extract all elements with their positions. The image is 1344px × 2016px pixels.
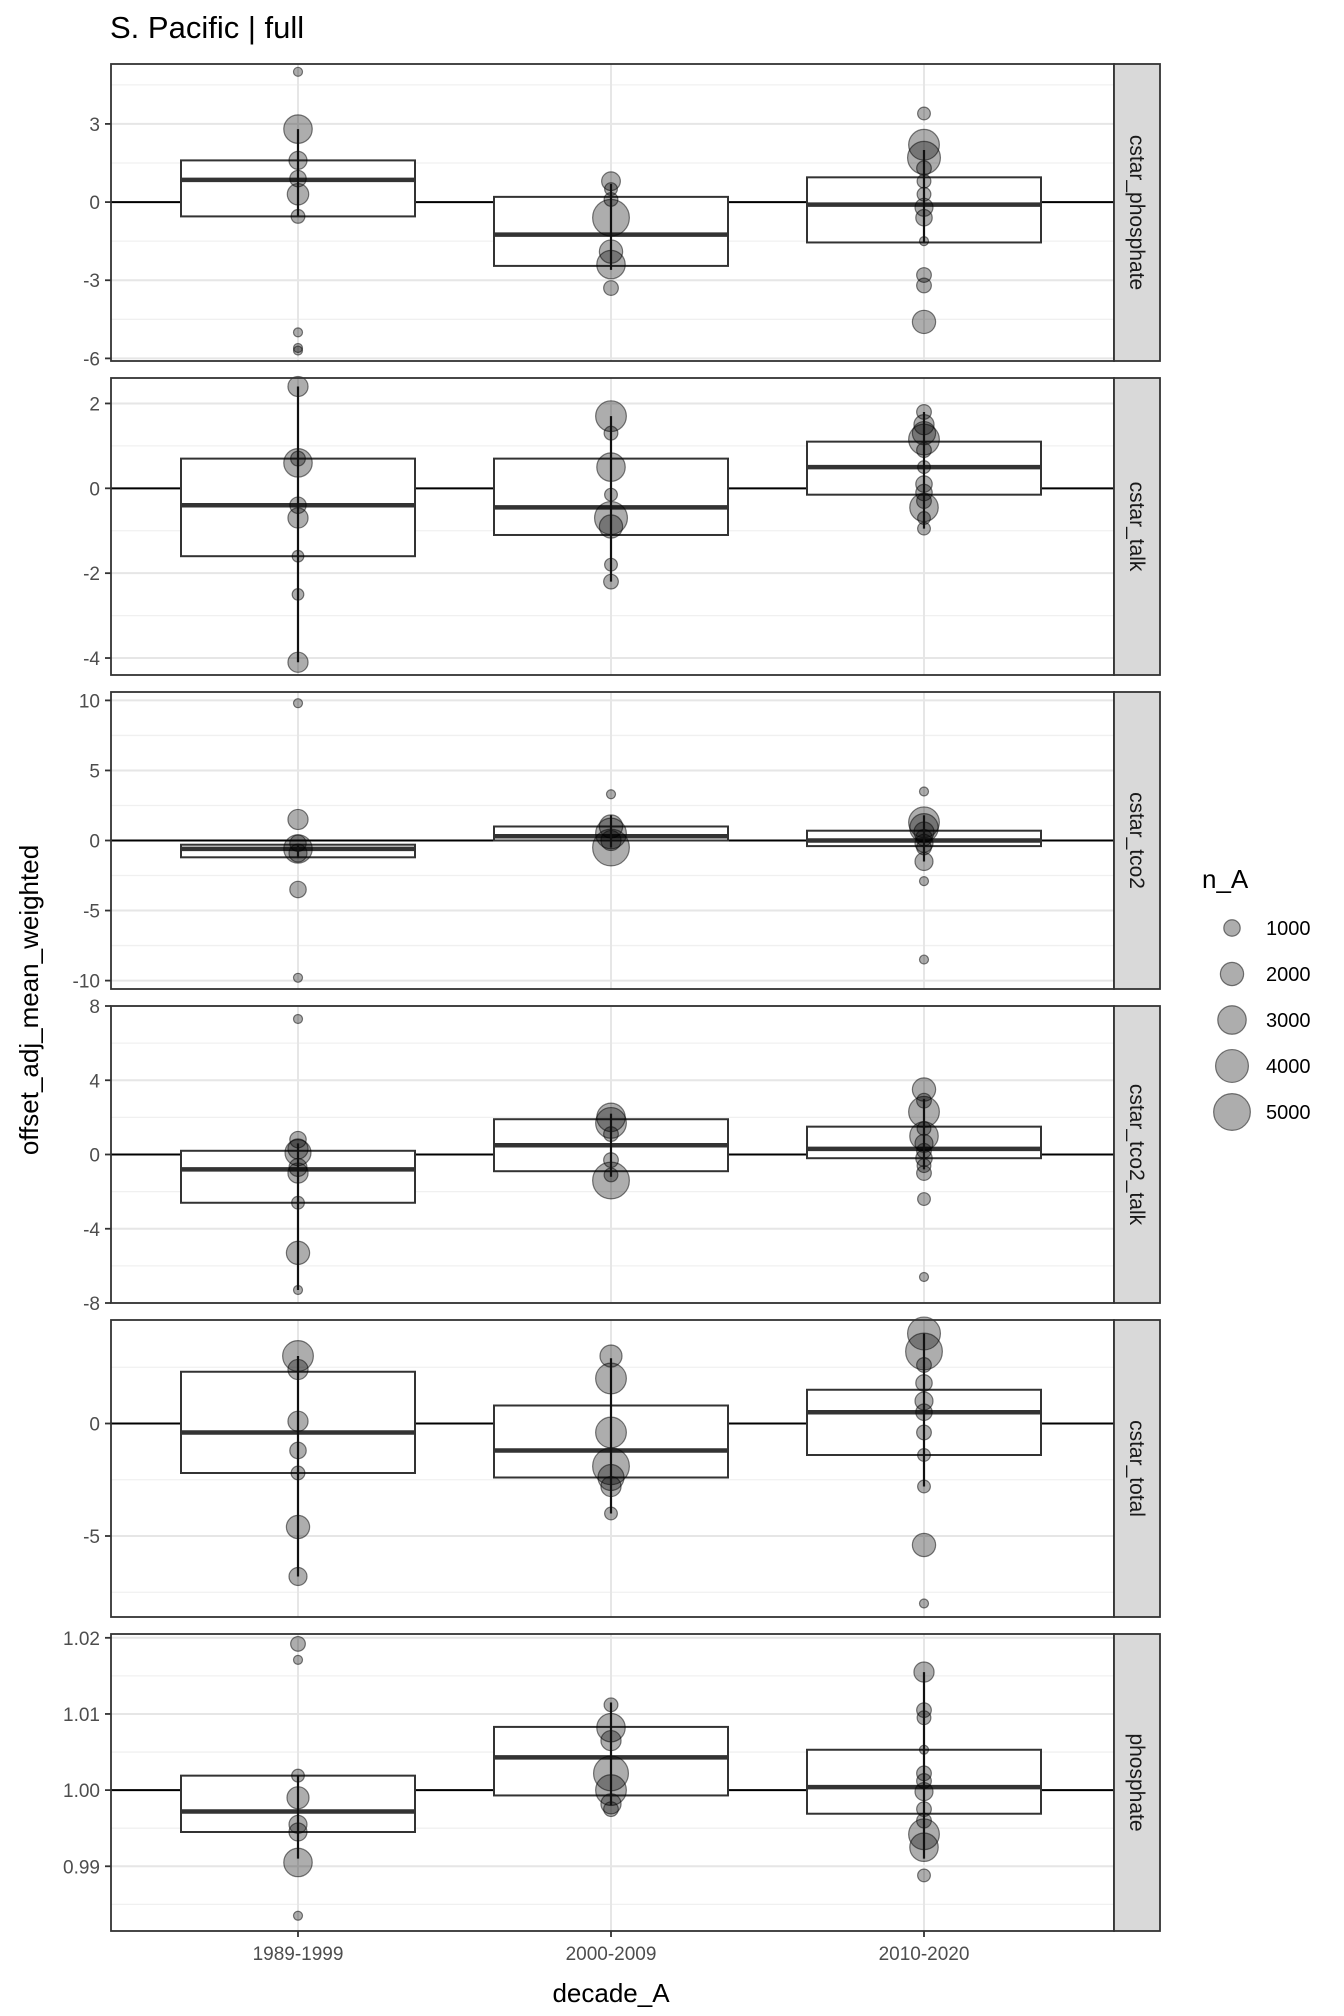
- x-axis: 1989-1999 2000-2009 2010-2020: [253, 1931, 970, 1965]
- data-point: [918, 1598, 930, 1609]
- facet-strip-label: cstar_tco2: [1125, 792, 1148, 889]
- y-tick-label: 0: [89, 193, 100, 214]
- y-tick-label: 3: [89, 115, 100, 136]
- y-tick-label: 0: [89, 832, 100, 853]
- facet-strip-label: cstar_talk: [1125, 482, 1148, 572]
- legend-key-symbol: [1213, 1093, 1251, 1131]
- facet-strip-label: cstar_total: [1125, 1420, 1148, 1517]
- facet-panel-cstar-tco2-talk: 8 4 0 -4 -8 cstar_tco2_talk: [83, 997, 1161, 1315]
- data-point: [292, 1013, 304, 1025]
- y-tick-label: 1.01: [63, 1705, 100, 1726]
- x-tick-label: 2010-2020: [879, 1944, 970, 1965]
- facet-strip: [1113, 1319, 1161, 1618]
- data-point: [292, 66, 304, 77]
- y-tick-label: -3: [83, 271, 100, 292]
- legend-key-symbol: [1214, 1048, 1250, 1084]
- legend-key-background: [1210, 906, 1254, 950]
- data-point: [917, 1192, 931, 1207]
- legend-key-label: 5000: [1266, 1102, 1311, 1124]
- data-point: [918, 876, 930, 887]
- x-axis-title: decade_A: [552, 1978, 670, 2008]
- y-tick-label: 1.02: [63, 1629, 100, 1650]
- data-point: [292, 342, 304, 354]
- facet-strip-label: cstar_phosphate: [1125, 135, 1148, 290]
- y-tick-label: 1.00: [63, 1781, 100, 1802]
- y-tick-label: -10: [73, 972, 100, 993]
- data-point: [292, 1910, 304, 1921]
- facet-panel-cstar-phosphate: 3 0 -3 -6 cstar_phosphate: [83, 63, 1161, 370]
- legend-key-background: [1210, 1044, 1254, 1088]
- facet-panel-cstar-talk: 2 0 -2 -4 cstar_talk: [83, 375, 1161, 676]
- data-point: [603, 280, 619, 297]
- y-tick-label: -6: [83, 349, 100, 370]
- y-tick-label: 0: [89, 1415, 100, 1436]
- y-tick-label: 0: [89, 1146, 100, 1167]
- y-tick-label: 4: [89, 1071, 100, 1092]
- facet-strip-label: cstar_tco2_talk: [1125, 1084, 1148, 1226]
- legend-title: n_A: [1202, 864, 1249, 894]
- data-point: [289, 880, 307, 899]
- y-tick-label: 2: [89, 394, 100, 415]
- facet-strip: [1113, 691, 1161, 990]
- y-tick-label: -4: [83, 649, 100, 670]
- data-point: [917, 1868, 931, 1883]
- y-tick-label: 5: [89, 761, 100, 782]
- data-point: [290, 1635, 306, 1652]
- facet-strip: [1113, 1633, 1161, 1932]
- legend-key-label: 1000: [1266, 918, 1311, 940]
- legend-key-label: 4000: [1266, 1056, 1311, 1078]
- data-point: [605, 789, 617, 800]
- y-tick-label: 0: [89, 479, 100, 500]
- y-tick-label: -2: [83, 564, 100, 585]
- data-point: [918, 1271, 930, 1283]
- facet-panel-cstar-total: 0 -5 cstar_total: [83, 1316, 1161, 1618]
- data-point: [292, 327, 304, 338]
- legend-key-background: [1210, 1090, 1254, 1134]
- data-point: [911, 309, 937, 335]
- data-point: [918, 786, 930, 797]
- legend: n_A 1000 2000 3000 4000 5000: [1202, 864, 1311, 1134]
- data-point: [918, 954, 930, 965]
- chart-title: S. Pacific | full: [110, 10, 304, 45]
- facet-panels: 3 0 -3 -6 cstar_phosphate 2 0 -2 -4 cstar_talk 10 5…: [63, 63, 1161, 1932]
- x-tick-label: 1989-1999: [253, 1944, 344, 1965]
- facet-strip: [1113, 63, 1161, 362]
- legend-key-label: 2000: [1266, 964, 1311, 986]
- data-point: [292, 345, 304, 356]
- facet-strip: [1113, 1005, 1161, 1304]
- data-point: [916, 277, 932, 294]
- x-tick-label: 2000-2009: [566, 1944, 657, 1965]
- legend-key-background: [1210, 952, 1254, 996]
- data-point: [292, 698, 304, 709]
- legend-key-label: 3000: [1266, 1010, 1311, 1032]
- y-axis-title: offset_adj_mean_weighted: [14, 845, 44, 1155]
- data-point: [917, 106, 931, 121]
- data-point: [292, 1654, 304, 1665]
- data-point: [911, 1532, 937, 1558]
- legend-key-symbol: [1217, 1005, 1247, 1035]
- facet-strip-label: phosphate: [1125, 1733, 1148, 1831]
- legend-keys: 1000 2000 3000 4000 5000: [1210, 906, 1311, 1134]
- facet-panel-phosphate: 1.02 1.01 1.00 0.99 phosphate: [63, 1629, 1161, 1932]
- y-tick-label: -8: [83, 1294, 100, 1315]
- y-tick-label: 8: [89, 997, 100, 1018]
- facet-panel-cstar-tco2: 10 5 0 -5 -10 cstar_tco2: [73, 691, 1161, 993]
- facet-strip: [1113, 377, 1161, 676]
- y-tick-label: -4: [83, 1220, 100, 1241]
- y-tick-label: -5: [83, 902, 100, 923]
- y-tick-label: 10: [79, 691, 100, 712]
- y-tick-label: -5: [83, 1527, 100, 1548]
- data-point: [287, 808, 309, 831]
- data-point: [292, 972, 304, 983]
- legend-key-symbol: [1223, 919, 1241, 937]
- y-tick-label: 0.99: [63, 1857, 100, 1878]
- legend-key-symbol: [1219, 961, 1245, 987]
